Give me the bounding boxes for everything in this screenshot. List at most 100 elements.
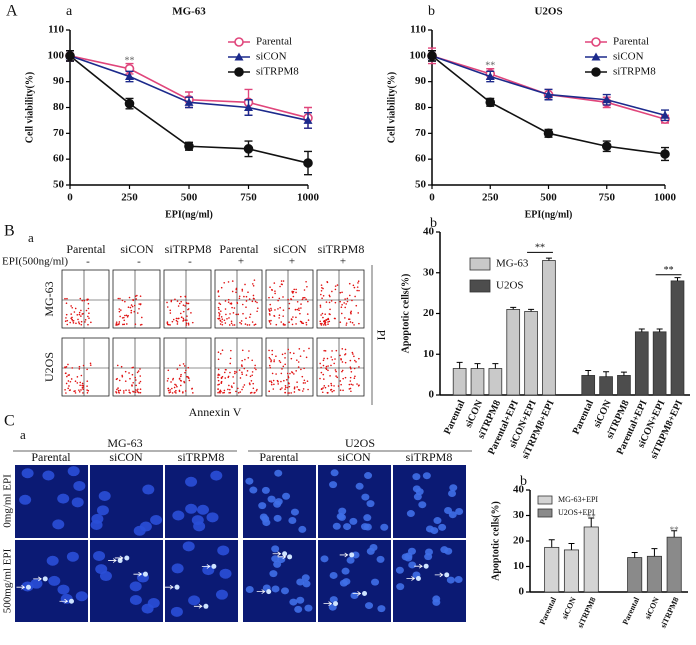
flow-event xyxy=(272,379,275,382)
flow-event xyxy=(128,389,130,391)
nucleus xyxy=(406,510,415,518)
flow-event xyxy=(330,300,333,302)
bar xyxy=(666,536,682,593)
flow-event xyxy=(322,316,324,319)
flow-event xyxy=(78,322,81,325)
flow-event xyxy=(187,322,190,325)
flow-event xyxy=(306,285,308,288)
flow-event xyxy=(80,315,82,317)
flow-event xyxy=(70,305,72,307)
sub-label: a xyxy=(20,427,26,442)
y-axis-label: Apoptotic cells(%) xyxy=(400,274,411,354)
flow-event xyxy=(339,389,342,391)
flow-event xyxy=(290,392,292,394)
flow-event xyxy=(327,385,330,387)
flow-event xyxy=(322,324,325,326)
flow-event xyxy=(118,321,121,323)
flow-event xyxy=(239,377,242,379)
nucleus xyxy=(261,486,270,494)
flow-event xyxy=(300,321,303,324)
flow-event xyxy=(185,369,187,372)
flow-event xyxy=(223,371,226,374)
flow-event xyxy=(140,316,143,319)
flow-event xyxy=(339,291,342,294)
nucleus xyxy=(336,512,345,520)
nucleus xyxy=(273,500,282,508)
flow-event xyxy=(122,323,124,326)
arrow xyxy=(114,555,124,561)
flow-event xyxy=(251,374,253,377)
flow-event xyxy=(184,305,186,307)
flow-event xyxy=(172,318,175,321)
flow-event xyxy=(335,370,337,373)
flow-event xyxy=(175,319,178,322)
flow-event xyxy=(254,300,257,303)
flow-event xyxy=(346,300,349,303)
flow-event xyxy=(128,391,131,394)
flow-event xyxy=(290,357,293,360)
flow-event xyxy=(344,361,347,364)
flow-event xyxy=(122,390,125,392)
flow-event xyxy=(123,323,126,326)
flow-event xyxy=(331,290,333,293)
flow-event xyxy=(320,293,322,296)
flow-event xyxy=(232,312,235,314)
flow-event xyxy=(220,286,223,289)
flow-event xyxy=(130,311,133,314)
flow-event xyxy=(248,298,251,300)
flow-event xyxy=(302,388,305,390)
flow-event xyxy=(284,384,287,387)
flow-event xyxy=(284,357,286,359)
error-bar xyxy=(568,543,575,550)
flow-event xyxy=(238,295,241,298)
flow-event xyxy=(341,361,344,363)
arrow xyxy=(165,584,174,590)
flow-event xyxy=(71,318,73,321)
flow-event xyxy=(115,321,118,323)
flow-event xyxy=(218,295,220,298)
flow-event xyxy=(354,295,356,298)
flow-event xyxy=(253,297,255,300)
flow-event xyxy=(86,298,88,301)
legend-label: Parental xyxy=(613,36,649,48)
flow-event xyxy=(319,320,322,323)
flow-event xyxy=(321,391,324,394)
flow-event xyxy=(295,288,297,291)
flow-event xyxy=(248,324,251,326)
y-tick-label: 40 xyxy=(423,226,435,238)
x-tick-label: 750 xyxy=(240,192,257,204)
flow-event xyxy=(321,322,323,325)
flow-event xyxy=(173,386,176,389)
flow-event xyxy=(242,386,245,388)
flow-event xyxy=(268,321,271,323)
flow-event xyxy=(356,289,358,292)
flow-event xyxy=(349,380,352,382)
flow-event xyxy=(117,389,120,392)
flow-event xyxy=(333,362,335,365)
nucleus xyxy=(407,547,416,555)
flow-event xyxy=(349,366,352,369)
flow-event xyxy=(184,295,187,298)
flow-event xyxy=(330,356,333,358)
flow-event xyxy=(191,321,194,324)
error-bar xyxy=(548,539,555,548)
nucleus xyxy=(219,568,232,579)
flow-event xyxy=(123,316,125,319)
marker xyxy=(591,37,601,47)
flow-event xyxy=(86,392,89,394)
flow-event xyxy=(78,311,81,314)
flow-event xyxy=(230,322,233,325)
quadrant-lines xyxy=(113,270,160,328)
flow-event xyxy=(180,384,182,387)
apoptotic-nucleus xyxy=(25,584,31,590)
flow-event xyxy=(279,361,282,364)
flow-event xyxy=(358,322,360,325)
flow-event xyxy=(182,317,185,320)
nucleus xyxy=(19,494,32,505)
flow-event xyxy=(229,362,232,365)
flow-event xyxy=(176,368,179,370)
flow-event xyxy=(282,280,285,282)
micrograph xyxy=(318,465,391,538)
flow-event xyxy=(320,314,322,316)
flow-event xyxy=(237,391,240,394)
